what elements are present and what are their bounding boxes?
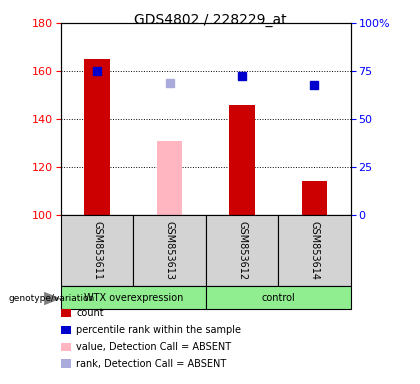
Bar <box>134 215 206 286</box>
Text: GDS4802 / 228229_at: GDS4802 / 228229_at <box>134 13 286 27</box>
Bar <box>157 141 182 215</box>
Bar <box>278 215 351 286</box>
Bar <box>229 104 255 215</box>
Bar <box>61 286 206 309</box>
Text: GSM853613: GSM853613 <box>165 221 175 280</box>
Text: count: count <box>76 308 104 318</box>
Text: GSM853611: GSM853611 <box>92 221 102 280</box>
Bar <box>302 181 327 215</box>
Bar <box>206 215 278 286</box>
Text: WTX overexpression: WTX overexpression <box>84 293 183 303</box>
Text: value, Detection Call = ABSENT: value, Detection Call = ABSENT <box>76 342 231 352</box>
Text: percentile rank within the sample: percentile rank within the sample <box>76 325 241 335</box>
Text: GSM853614: GSM853614 <box>310 221 320 280</box>
Bar <box>206 286 351 309</box>
Polygon shape <box>44 292 61 305</box>
Text: control: control <box>261 293 295 303</box>
Bar <box>84 59 110 215</box>
Bar <box>61 215 134 286</box>
Text: genotype/variation: genotype/variation <box>8 294 95 303</box>
Text: GSM853612: GSM853612 <box>237 221 247 280</box>
Text: rank, Detection Call = ABSENT: rank, Detection Call = ABSENT <box>76 359 227 369</box>
